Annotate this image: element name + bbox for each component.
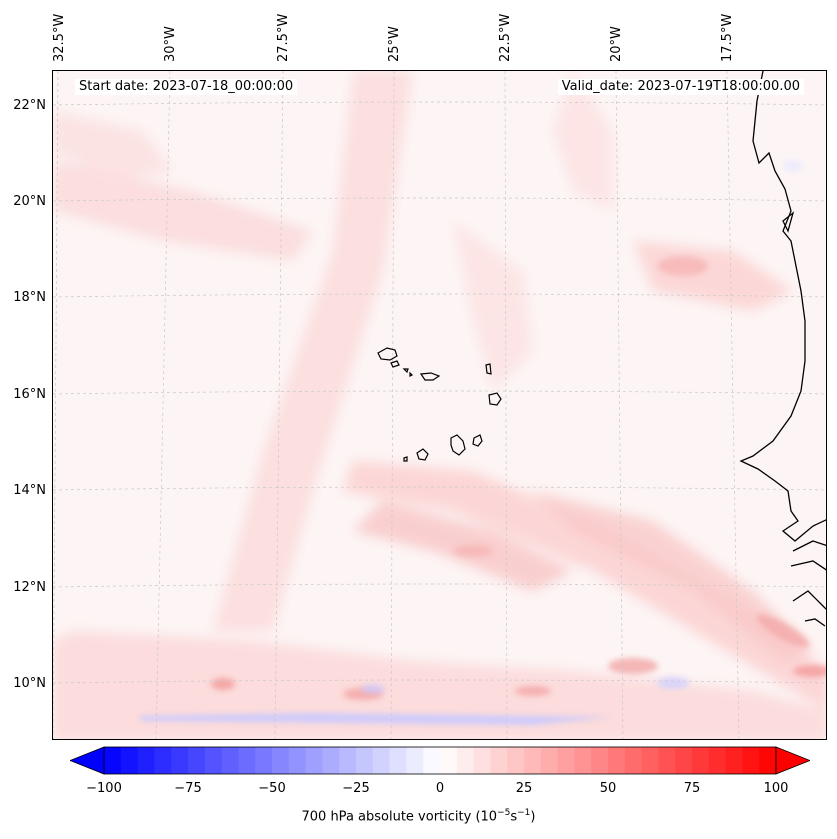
colorbar-extend-high — [775, 746, 810, 775]
colorbar-segment — [305, 747, 323, 774]
colorbar-extend-low — [70, 746, 105, 775]
coastline — [739, 71, 826, 627]
colorbar-segment — [675, 747, 693, 774]
colorbar-segment — [188, 747, 206, 774]
colorbar-segment — [372, 747, 391, 774]
colorbar-segment — [759, 747, 777, 774]
colorbar-segment — [608, 747, 626, 774]
colorbar-tick-50: 50 — [599, 781, 617, 796]
colorbar-segment — [507, 747, 525, 774]
colorbar — [70, 746, 810, 775]
lon-label-20w: 20°W — [609, 26, 624, 62]
colorbar-segment — [692, 747, 710, 774]
colorbar-tick-m100: −100 — [86, 781, 122, 796]
lon-label-30w: 30°W — [163, 26, 178, 62]
lon-label-22-5w: 22.5°W — [498, 13, 513, 62]
cape-verde-islands — [377, 347, 502, 462]
lat-label-20n: 20°N — [13, 194, 46, 209]
colorbar-segments — [104, 747, 777, 774]
colorbar-tick-25: 25 — [515, 781, 533, 796]
lon-label-17-5w: 17.5°W — [720, 13, 735, 62]
colorbar-label: 700 hPa absolute vorticity (10−5s−1) — [301, 808, 536, 825]
lon-label-27-5w: 27.5°W — [276, 13, 291, 62]
lat-label-16n: 16°N — [13, 387, 46, 402]
colorbar-segment — [440, 747, 458, 774]
lon-label-32-5w: 32.5°W — [52, 13, 67, 62]
colorbar-segment — [288, 747, 307, 774]
colorbar-tick-m75: −75 — [174, 781, 202, 796]
colorbar-segment — [624, 747, 643, 774]
valid-date-label: Valid_date: 2023-07-19T18:00:00.00 — [557, 79, 804, 95]
colorbar-segment — [658, 747, 676, 774]
colorbar-segment — [272, 747, 290, 774]
colorbar-tick-0: 0 — [435, 781, 445, 796]
colorbar-segment — [591, 747, 609, 774]
colorbar-segment — [725, 747, 743, 774]
colorbar-segment — [104, 747, 122, 774]
start-date-label: Start date: 2023-07-18_00:00:00 — [75, 79, 298, 95]
vorticity-shading — [53, 71, 826, 739]
colorbar-segment — [255, 747, 273, 774]
colorbar-segment — [742, 747, 760, 774]
colorbar-segment — [154, 747, 172, 774]
lat-label-22n: 22°N — [13, 98, 46, 113]
negative-vorticity-band — [138, 160, 803, 725]
colorbar-tick-100: 100 — [763, 781, 789, 796]
colorbar-tick-75: 75 — [683, 781, 701, 796]
lat-label-10n: 10°N — [13, 676, 46, 691]
colorbar-segment — [557, 747, 575, 774]
lon-label-25w: 25°W — [387, 26, 402, 62]
colorbar-segment — [490, 747, 508, 774]
graticule — [53, 71, 826, 739]
colorbar-segment — [339, 747, 357, 774]
colorbar-segment — [406, 747, 424, 774]
colorbar-segment — [641, 747, 659, 774]
colorbar-segment — [456, 747, 475, 774]
colorbar-segment — [423, 747, 441, 774]
colorbar-segment — [540, 747, 559, 774]
lat-label-12n: 12°N — [13, 580, 46, 595]
vorticity-field — [53, 71, 826, 739]
colorbar-segment — [524, 747, 542, 774]
colorbar-segment — [322, 747, 340, 774]
colorbar-segment — [221, 747, 239, 774]
lat-label-14n: 14°N — [13, 483, 46, 498]
colorbar-segment — [238, 747, 256, 774]
colorbar-tick-m25: −25 — [342, 781, 370, 796]
colorbar-tick-m50: −50 — [258, 781, 286, 796]
vorticity-highlights — [211, 256, 826, 700]
colorbar-segment — [137, 747, 155, 774]
colorbar-segment — [473, 747, 491, 774]
colorbar-segment — [120, 747, 139, 774]
colorbar-segment — [574, 747, 592, 774]
map-panel[interactable]: Start date: 2023-07-18_00:00:00 Valid_da… — [52, 70, 827, 740]
colorbar-segment — [171, 747, 189, 774]
colorbar-segment — [389, 747, 407, 774]
colorbar-segment — [708, 747, 727, 774]
colorbar-segment — [204, 747, 223, 774]
colorbar-segment — [356, 747, 374, 774]
lat-label-18n: 18°N — [13, 290, 46, 305]
